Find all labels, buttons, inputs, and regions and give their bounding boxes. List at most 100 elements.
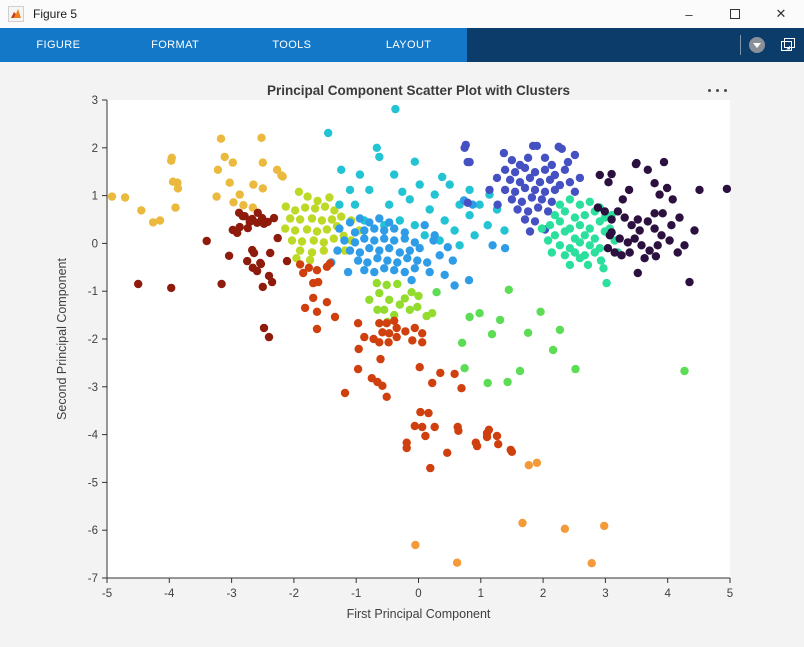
data-point	[430, 422, 439, 432]
data-point	[543, 207, 553, 216]
data-point	[155, 216, 165, 225]
maximize-button[interactable]	[712, 0, 758, 28]
data-point	[565, 260, 575, 270]
toolstrip-tabs: FIGURE FORMAT TOOLS LAYOUT	[0, 28, 467, 62]
data-point	[407, 276, 416, 285]
data-point	[457, 338, 467, 347]
data-point	[570, 213, 580, 222]
data-point	[392, 323, 401, 333]
tab-layout[interactable]: LAYOUT	[385, 39, 432, 51]
data-point	[287, 236, 297, 245]
data-point	[643, 165, 652, 174]
data-point	[370, 224, 379, 233]
data-point	[360, 266, 369, 275]
scatter-plot[interactable]: -5 -4 -3 -2 -1 0 1 2 3 4 5 -7 -6 -5 -4 -3 -2 -1 0 1 2 3 First …	[0, 62, 804, 647]
data-point	[395, 216, 404, 225]
data-point	[202, 236, 211, 246]
data-point	[350, 200, 360, 209]
ellipsis-icon	[723, 88, 727, 92]
data-point	[464, 276, 474, 285]
x-axis-label: First Principal Component	[347, 607, 491, 621]
undock-button[interactable]	[781, 38, 796, 52]
data-point	[623, 238, 632, 247]
data-point	[395, 248, 404, 257]
data-point	[423, 258, 432, 267]
data-point	[513, 205, 522, 214]
minimize-button[interactable]: –	[685, 6, 693, 22]
data-point	[515, 178, 525, 187]
data-point	[212, 192, 221, 201]
data-point	[410, 221, 419, 230]
collapse-toolstrip-button[interactable]	[749, 37, 765, 53]
data-point	[216, 134, 226, 143]
data-point	[530, 217, 540, 226]
data-point	[372, 143, 381, 152]
data-point	[507, 156, 517, 165]
data-point	[281, 224, 290, 233]
data-point	[365, 244, 374, 253]
data-point	[171, 203, 180, 212]
data-point	[167, 283, 176, 293]
data-point	[454, 426, 463, 435]
close-button[interactable]: ✕	[775, 6, 787, 21]
data-point	[617, 251, 626, 260]
data-point	[312, 266, 322, 275]
data-point	[224, 251, 234, 260]
data-point	[385, 200, 394, 209]
data-point	[530, 185, 540, 195]
data-point	[418, 338, 427, 347]
y-axis-label: Second Principal Component	[55, 258, 69, 420]
data-point	[560, 227, 570, 236]
data-point	[658, 209, 667, 218]
data-point	[229, 198, 238, 207]
data-point	[333, 246, 342, 255]
cluster-light-green	[432, 285, 689, 388]
data-point	[410, 323, 419, 333]
data-point	[267, 277, 277, 287]
data-point	[465, 312, 474, 322]
data-point	[680, 366, 689, 376]
data-point	[643, 217, 652, 226]
data-point	[570, 187, 580, 196]
data-point	[360, 234, 369, 243]
data-point	[557, 144, 566, 153]
data-point	[555, 325, 565, 335]
data-point	[416, 407, 425, 417]
data-point	[414, 291, 423, 301]
data-point	[385, 329, 394, 338]
data-point	[615, 234, 624, 243]
figure-canvas: Principal Component Scatter Plot with Cl…	[0, 62, 804, 647]
axes-options-button[interactable]	[700, 82, 734, 98]
toolstrip: FIGURE FORMAT TOOLS LAYOUT	[0, 28, 804, 62]
y-tick-label: -1	[88, 286, 98, 298]
data-point	[390, 224, 399, 233]
data-point	[312, 227, 322, 236]
data-point	[560, 165, 570, 174]
data-point	[252, 218, 262, 227]
x-tick-label: -4	[164, 588, 175, 600]
data-point	[395, 300, 404, 309]
data-point	[398, 187, 407, 196]
data-point	[370, 267, 379, 277]
data-point	[233, 228, 242, 238]
data-point	[295, 260, 305, 269]
data-point	[322, 298, 332, 307]
data-point	[560, 251, 570, 260]
data-point	[375, 288, 384, 298]
data-point	[500, 226, 509, 235]
data-point	[430, 190, 439, 199]
tab-tools[interactable]: TOOLS	[272, 39, 312, 51]
cluster-gold	[107, 133, 287, 227]
data-point	[382, 319, 391, 328]
data-point	[309, 236, 318, 245]
data-point	[590, 248, 599, 257]
data-point	[313, 196, 322, 206]
plot-area	[107, 100, 730, 578]
data-point	[312, 307, 322, 316]
data-point	[294, 187, 304, 196]
data-point	[324, 128, 333, 138]
tab-figure[interactable]: FIGURE	[36, 39, 81, 51]
data-point	[565, 195, 575, 204]
data-point	[137, 206, 146, 215]
tab-format[interactable]: FORMAT	[151, 39, 200, 51]
